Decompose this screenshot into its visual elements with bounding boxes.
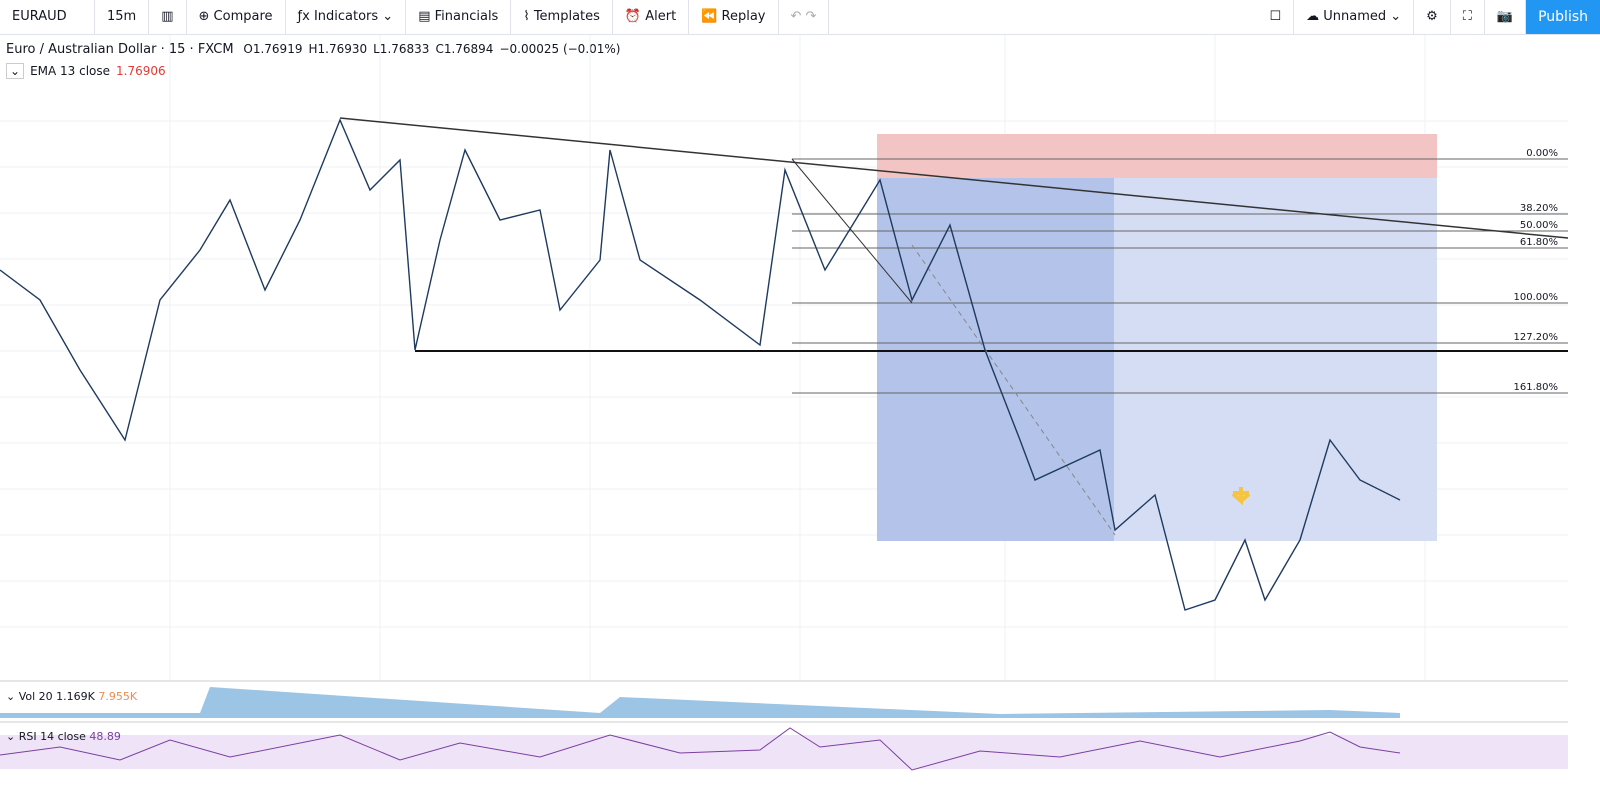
close: C1.76894 [435, 42, 494, 56]
vol-label: Vol 20 [18, 690, 53, 703]
fib-lines [792, 158, 1568, 394]
volume-legend: ⌄ Vol 20 1.169K 7.955K [6, 690, 138, 703]
undo-redo[interactable]: ↶ ↷ [779, 0, 830, 34]
alert[interactable]: ⏰ Alert [613, 0, 690, 34]
rsi-band [0, 735, 1568, 769]
rsi-legend: ⌄ RSI 14 close 48.89 [6, 730, 121, 743]
toolbar: EURAUD 15m ▥ ⊕ Compare ƒx Indicators ⌄ ▤… [0, 0, 1600, 35]
target-zone-dark[interactable] [877, 178, 1114, 541]
templates[interactable]: ⌇ Templates [511, 0, 613, 34]
fib-label: 61.80% [1520, 237, 1558, 248]
rsi-line [0, 727, 1401, 771]
templates-label: Templates [533, 9, 600, 24]
high: H1.76930 [308, 42, 368, 56]
fib-label: 127.20% [1514, 332, 1559, 343]
arrow-marker [1231, 487, 1251, 506]
stop-zone[interactable] [877, 134, 1437, 178]
low: L1.76833 [373, 42, 430, 56]
interval[interactable]: 15m [95, 0, 150, 34]
snapshot[interactable]: 📷 [1485, 0, 1527, 34]
expand[interactable]: ⛶ [1451, 0, 1485, 34]
layout-label: Unnamed [1323, 9, 1387, 24]
ema-label: EMA 13 close [30, 64, 111, 78]
ema-legend: ⌄ EMA 13 close 1.76906 [6, 63, 172, 79]
rsi-value: 48.89 [89, 730, 121, 743]
fib-label: 38.20% [1520, 203, 1558, 214]
compare-label: Compare [213, 9, 273, 24]
target-zone-light[interactable] [1114, 178, 1437, 541]
trendline[interactable] [339, 117, 1569, 239]
vol-ma: 7.955K [98, 690, 138, 703]
fib-label: 50.00% [1520, 220, 1558, 231]
ema-value: 1.76906 [116, 64, 166, 78]
vol-value: 1.169K [56, 690, 95, 703]
settings[interactable]: ⚙ [1414, 0, 1451, 34]
rsi-label: RSI 14 close [18, 730, 86, 743]
chart: 0.00% 38.20% 50.00% 61.80% 100.00% 127.2… [0, 35, 1569, 771]
symbol[interactable]: EURAUD [0, 0, 95, 34]
collapse[interactable]: ⌄ [6, 63, 25, 79]
fib-anchor [791, 158, 913, 304]
fib-labels: 0.00% 38.20% 50.00% 61.80% 100.00% 127.2… [1514, 148, 1559, 393]
replay-label: Replay [721, 9, 766, 24]
indicators-label: Indicators [313, 9, 379, 24]
alert-label: Alert [645, 9, 677, 24]
publish[interactable]: Publish [1526, 0, 1600, 34]
price-line [0, 118, 1401, 611]
financials[interactable]: ▤ Financials [406, 0, 512, 34]
fib-label: 0.00% [1526, 148, 1558, 159]
open: O1.76919 [243, 42, 303, 56]
compare[interactable]: ⊕ Compare [187, 0, 286, 34]
financials-label: Financials [434, 9, 499, 24]
fullscreen-box[interactable]: ☐ [1257, 0, 1295, 34]
dashed-line [911, 244, 1116, 536]
legend-title: Euro / Australian Dollar · 15 · FXCM [6, 42, 234, 57]
replay[interactable]: ⏪ Replay [689, 0, 779, 34]
chart-type[interactable]: ▥ [149, 0, 187, 34]
spacer [829, 0, 1257, 34]
fib-label: 161.80% [1514, 382, 1559, 393]
layout[interactable]: ☁ Unnamed ⌄ [1294, 0, 1415, 34]
indicators[interactable]: ƒx Indicators ⌄ [286, 0, 407, 34]
fib-label: 100.00% [1514, 292, 1559, 303]
volume-bars [0, 687, 1400, 718]
